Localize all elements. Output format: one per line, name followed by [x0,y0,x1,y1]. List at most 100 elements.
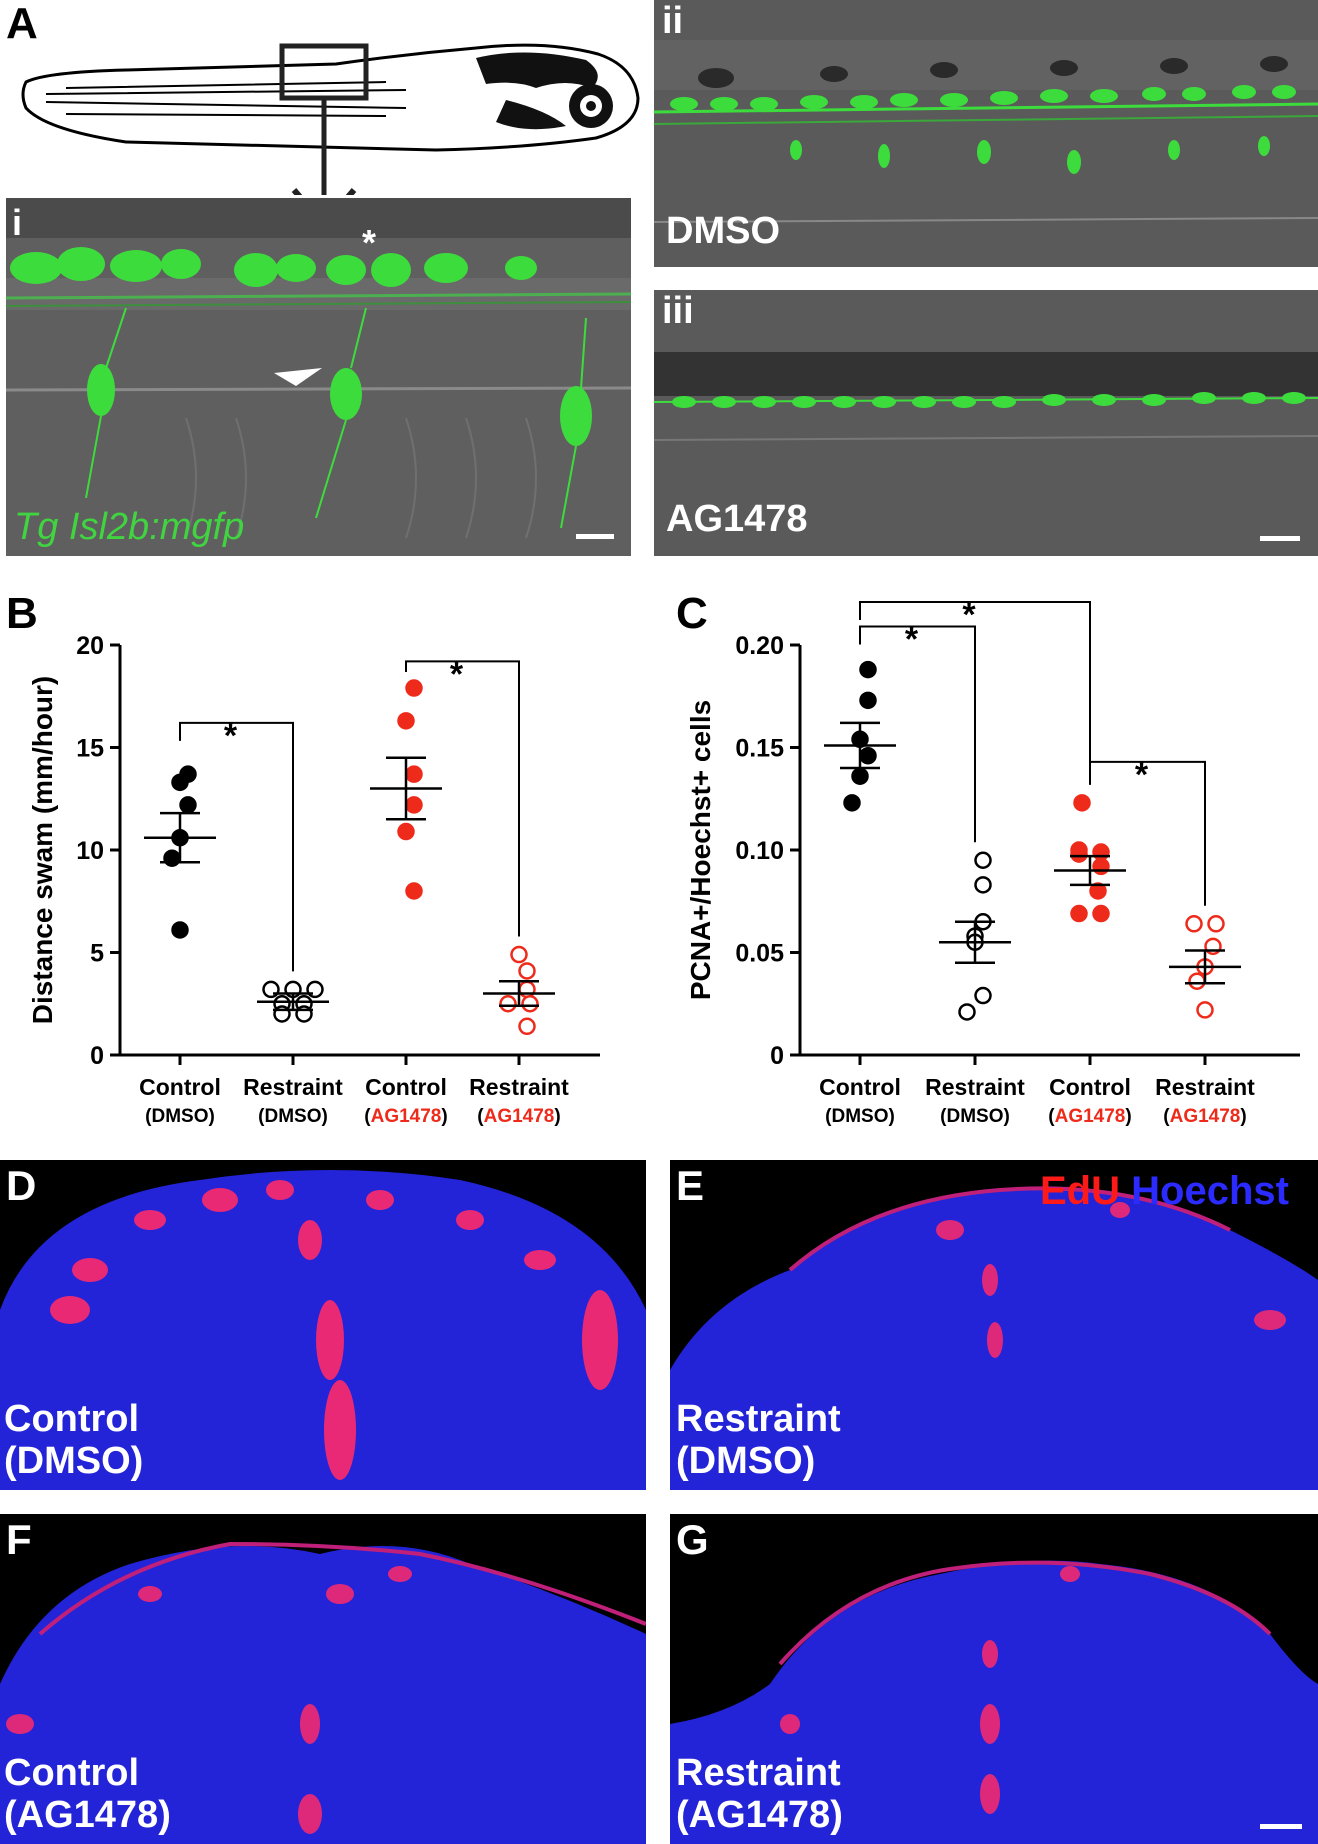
y-axis-label: PCNA+/Hoechst+ cells [685,700,716,1000]
condition-label-line2: (AG1478) [676,1794,843,1836]
paren: ( [364,1106,371,1127]
data-point [521,995,539,1013]
data-point [171,921,189,939]
legend-hoechst: Hoechst [1131,1169,1289,1213]
drug-name: AG1478 [1170,1106,1241,1127]
data-point [1092,904,1110,923]
paren: ( [258,1106,265,1127]
y-tick-label: 0 [90,1042,104,1070]
data-point [1070,904,1088,923]
y-tick-label: 0.05 [735,940,784,968]
data-point [405,882,423,900]
x-tick-sublabel: (AG1478) [364,1106,447,1127]
data-point [1207,915,1225,933]
condition-label-line2: (DMSO) [4,1440,144,1482]
panel-label-e: E [676,1162,705,1209]
data-point [405,679,423,697]
data-point [405,765,423,783]
data-point [974,986,992,1005]
x-tick-label: Control [365,1074,447,1100]
paren: ( [825,1106,832,1127]
significance-star: * [962,596,976,634]
significance-star: * [224,717,238,755]
panel-label-a: A [6,0,38,48]
x-tick-sublabel: (AG1478) [1048,1106,1131,1127]
treatment-label-ag1478: AG1478 [666,498,808,540]
data-point [859,660,877,679]
x-tick-label: Restraint [925,1074,1025,1100]
x-tick-label: Control [819,1074,901,1100]
panel-label-c: C [676,589,708,638]
significance-star: * [905,621,919,659]
y-tick-label: 5 [90,940,104,968]
data-point [397,822,415,841]
significance-bracket [859,600,1091,785]
condition-label-line1: Control [4,1398,140,1440]
subpanel-label-i: i [12,202,23,243]
paren: ( [145,1106,152,1127]
drug-name: AG1478 [484,1106,555,1127]
paren: ) [1004,1106,1010,1127]
significance-bracket [1089,760,1206,906]
x-tick-sublabel: (DMSO) [258,1106,328,1127]
paren: ( [1163,1106,1170,1127]
condition-label-line2: (AG1478) [4,1794,171,1836]
x-tick-sublabel: (DMSO) [940,1106,1010,1127]
condition-label-line1: Control [4,1752,140,1794]
paren: ) [1240,1106,1246,1127]
data-point [843,794,861,812]
x-tick-label: Restraint [243,1074,343,1100]
data-point [518,962,536,980]
x-tick-sublabel: (AG1478) [477,1106,560,1127]
paren: ) [322,1106,328,1127]
data-point [1089,882,1107,900]
data-point [1073,794,1091,812]
drug-name: AG1478 [371,1106,442,1127]
y-tick-label: 20 [76,632,104,660]
paren: ( [940,1106,947,1127]
drug-name: DMSO [832,1106,889,1127]
data-point [859,746,877,765]
micrograph-i: i * Tg Isl2b:mgfp [6,198,631,556]
panel-label-d: D [6,1162,37,1209]
drug-name: DMSO [152,1106,209,1127]
data-point [499,995,517,1013]
micrograph-e: E EdU Hoechst Restraint (DMSO) [670,1160,1318,1490]
data-point [397,712,415,730]
x-tick-sublabel: (AG1478) [1163,1106,1246,1127]
y-tick-label: 0 [770,1042,784,1070]
x-tick-label: Restraint [469,1074,569,1100]
x-tick-sublabel: (DMSO) [145,1106,215,1127]
legend-edu: EdU [1040,1169,1120,1213]
subpanel-label-iii: iii [662,290,694,332]
data-point [851,767,869,785]
significance-bracket [179,721,294,972]
drug-name: DMSO [265,1106,322,1127]
panel-label-f: F [6,1516,32,1563]
condition-label-line1: Restraint [676,1398,841,1440]
y-tick-label: 0.20 [735,632,784,660]
stain-legend: EdU Hoechst [1040,1170,1289,1212]
data-point [974,851,992,869]
y-tick-label: 0.10 [735,837,784,865]
paren: ) [441,1106,447,1127]
paren: ( [477,1106,484,1127]
paren: ) [889,1106,895,1127]
data-point [179,796,197,814]
x-tick-label: Control [139,1074,221,1100]
micrograph-iii: iii AG1478 [654,290,1318,556]
data-point [518,1017,536,1036]
subpanel-label-ii: ii [662,0,684,42]
x-tick-label: Control [1049,1074,1131,1100]
y-axis-label: Distance swam (mm/hour) [27,676,58,1025]
scale-bar [576,534,614,539]
significance-bracket [405,660,520,937]
y-tick-label: 0.15 [735,735,784,763]
significance-star: * [450,655,464,693]
zebrafish-larva-schematic [21,43,640,195]
condition-label-line1: Restraint [676,1752,841,1794]
y-tick-label: 10 [76,837,104,865]
scale-bar [1260,1824,1302,1829]
x-tick-label: Restraint [1155,1074,1255,1100]
x-tick-sublabel: (DMSO) [825,1106,895,1127]
